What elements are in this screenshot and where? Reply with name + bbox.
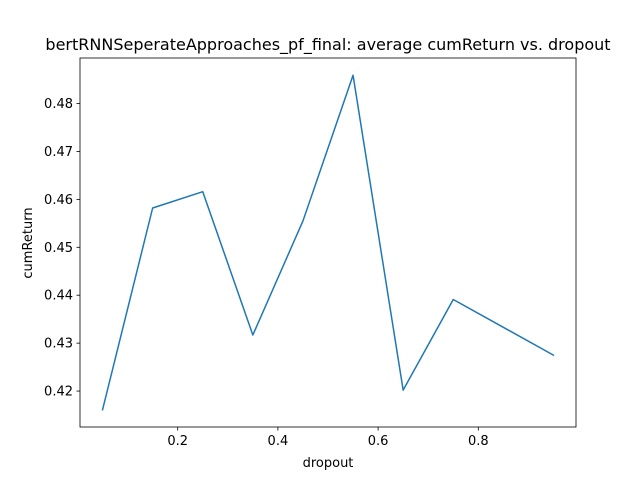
x-tick-label: 0.8 bbox=[468, 434, 489, 449]
x-tick-label: 0.4 bbox=[268, 434, 289, 449]
plot-area: 0.2 0.4 0.6 0.8 0.42 0.43 0.44 0.45 0.46 0.47 0.48 bbox=[44, 57, 577, 449]
y-tick-label: 0.47 bbox=[44, 145, 73, 160]
y-tick-label: 0.45 bbox=[44, 241, 73, 256]
x-axis-label: dropout bbox=[303, 456, 354, 471]
x-tick-label: 0.2 bbox=[167, 434, 188, 449]
plot-frame bbox=[79, 57, 577, 428]
series-line-0 bbox=[101, 74, 555, 411]
y-axis-label: cumReturn bbox=[21, 207, 36, 278]
chart-title: bertRNNSeperateApproaches_pf_final: aver… bbox=[45, 35, 610, 55]
x-tick-label: 0.6 bbox=[368, 434, 389, 449]
y-tick-label: 0.43 bbox=[44, 337, 73, 352]
y-tick-label: 0.48 bbox=[44, 97, 73, 112]
y-tick-label: 0.44 bbox=[44, 289, 73, 304]
y-tick-label: 0.42 bbox=[44, 385, 73, 400]
y-tick-label: 0.46 bbox=[44, 193, 73, 208]
